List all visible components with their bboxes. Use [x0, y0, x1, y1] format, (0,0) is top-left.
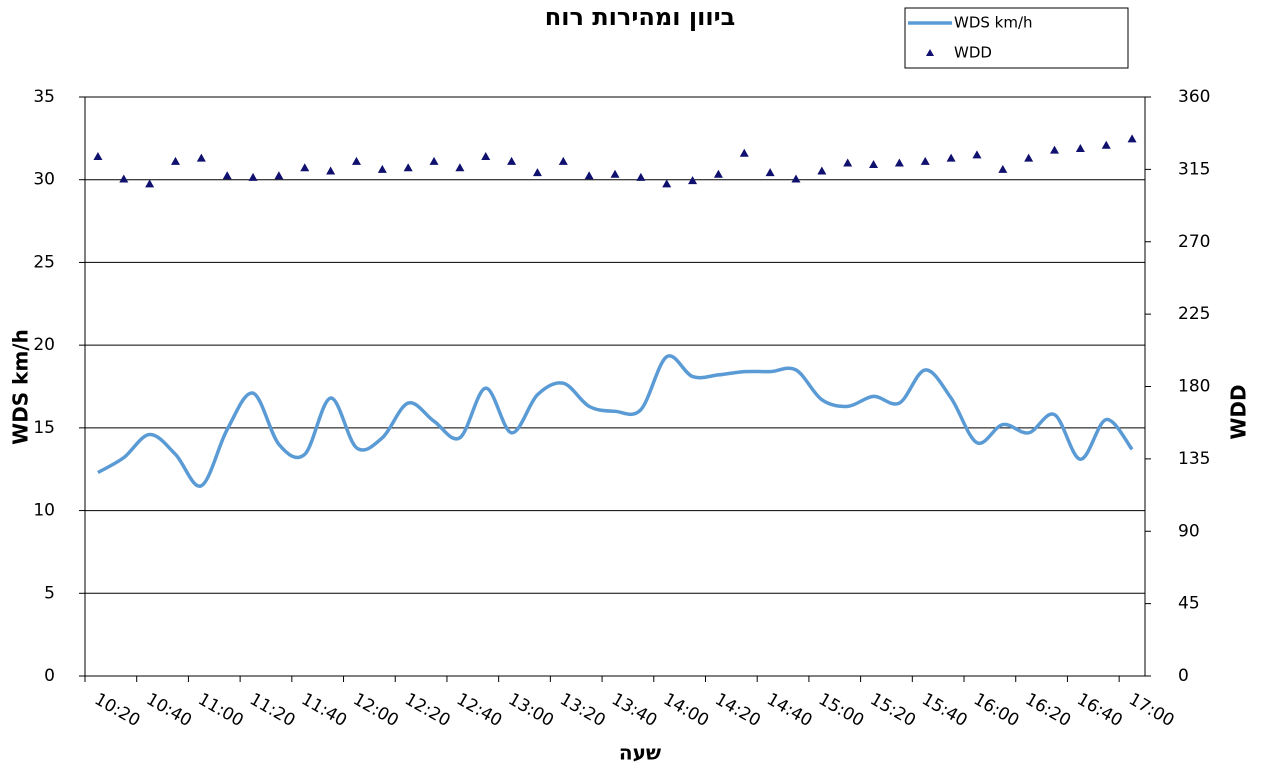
x-tick-label: 13:40	[608, 689, 660, 731]
data-point	[403, 163, 413, 172]
y2-tick-label: 270	[1178, 232, 1210, 252]
y2-tick-label: 90	[1178, 521, 1200, 541]
x-tick-label: 12:20	[401, 689, 453, 731]
data-point	[326, 166, 336, 175]
data-point	[93, 152, 103, 161]
y-tick-label: 15	[33, 418, 55, 438]
data-point	[507, 156, 517, 165]
data-point	[998, 164, 1008, 173]
y-tick-label: 10	[33, 501, 55, 521]
x-tick-label: 11:40	[298, 689, 350, 731]
data-point	[972, 150, 982, 159]
data-point	[532, 168, 542, 177]
y-tick-label: 5	[44, 583, 55, 603]
data-point	[1075, 143, 1085, 152]
data-point	[739, 148, 749, 157]
data-point	[196, 153, 206, 162]
data-point	[920, 156, 930, 165]
x-tick-label: 16:00	[970, 689, 1022, 731]
data-point	[429, 156, 439, 165]
y-tick-label: 0	[44, 666, 55, 686]
data-point	[558, 156, 568, 165]
data-point	[662, 179, 672, 188]
data-point	[610, 169, 620, 178]
data-point	[791, 174, 801, 183]
data-point	[1050, 145, 1060, 154]
data-point	[843, 158, 853, 167]
data-point	[377, 164, 387, 173]
y-axis-title: WDS km/h	[9, 329, 33, 445]
x-tick-label: 14:20	[711, 689, 763, 731]
data-point	[765, 168, 775, 177]
data-point	[119, 174, 129, 183]
data-point	[894, 158, 904, 167]
data-point	[584, 171, 594, 180]
x-tick-label: 11:00	[194, 689, 246, 731]
data-point	[351, 156, 361, 165]
x-tick-label: 14:40	[763, 689, 815, 731]
x-tick-label: 17:00	[1125, 689, 1177, 731]
data-point	[713, 169, 723, 178]
y-tick-label: 25	[33, 252, 55, 272]
x-tick-label: 11:20	[246, 689, 298, 731]
data-point	[300, 163, 310, 172]
y2-tick-label: 0	[1178, 666, 1189, 686]
y2-tick-label: 360	[1178, 87, 1210, 107]
data-point	[688, 176, 698, 185]
data-point	[636, 172, 646, 181]
data-point	[274, 171, 284, 180]
data-line	[97, 354, 1134, 488]
x-tick-label: 14:00	[660, 689, 712, 731]
x-tick-label: 15:00	[815, 689, 867, 731]
legend-label: WDS km/h	[954, 14, 1033, 32]
y-tick-label: 35	[33, 87, 55, 107]
y2-tick-label: 315	[1178, 159, 1210, 179]
x-tick-label: 16:40	[1073, 689, 1125, 731]
x-tick-label: 10:20	[91, 689, 143, 731]
data-point	[869, 160, 879, 169]
y-tick-label: 30	[33, 170, 55, 190]
data-point	[222, 171, 232, 180]
y-tick-label: 20	[33, 335, 55, 355]
x-tick-label: 12:40	[453, 689, 505, 731]
x-axis-title: שעה	[619, 741, 661, 765]
data-point	[946, 153, 956, 162]
x-tick-label: 13:20	[556, 689, 608, 731]
y2-axis-title: WDD	[1227, 384, 1251, 439]
y2-tick-label: 225	[1178, 304, 1210, 324]
x-tick-label: 15:20	[867, 689, 919, 731]
data-point	[817, 166, 827, 175]
data-point	[248, 172, 258, 181]
x-tick-label: 12:00	[349, 689, 401, 731]
data-point	[481, 152, 491, 161]
x-tick-label: 15:40	[918, 689, 970, 731]
y2-tick-label: 135	[1178, 449, 1210, 469]
y2-tick-label: 45	[1178, 594, 1200, 614]
data-point	[1127, 134, 1137, 143]
x-tick-label: 10:40	[143, 689, 195, 731]
data-point	[145, 179, 155, 188]
legend-label: WDD	[954, 44, 992, 62]
x-tick-label: 13:00	[505, 689, 557, 731]
x-tick-label: 16:20	[1022, 689, 1074, 731]
data-point	[1101, 140, 1111, 149]
data-point	[1024, 153, 1034, 162]
data-point	[455, 163, 465, 172]
y2-tick-label: 180	[1178, 377, 1210, 397]
chart-title: ביוון ומהירות רוח	[545, 3, 736, 31]
legend-box	[904, 7, 1129, 69]
legend-swatch	[926, 49, 934, 56]
data-point	[170, 156, 180, 165]
